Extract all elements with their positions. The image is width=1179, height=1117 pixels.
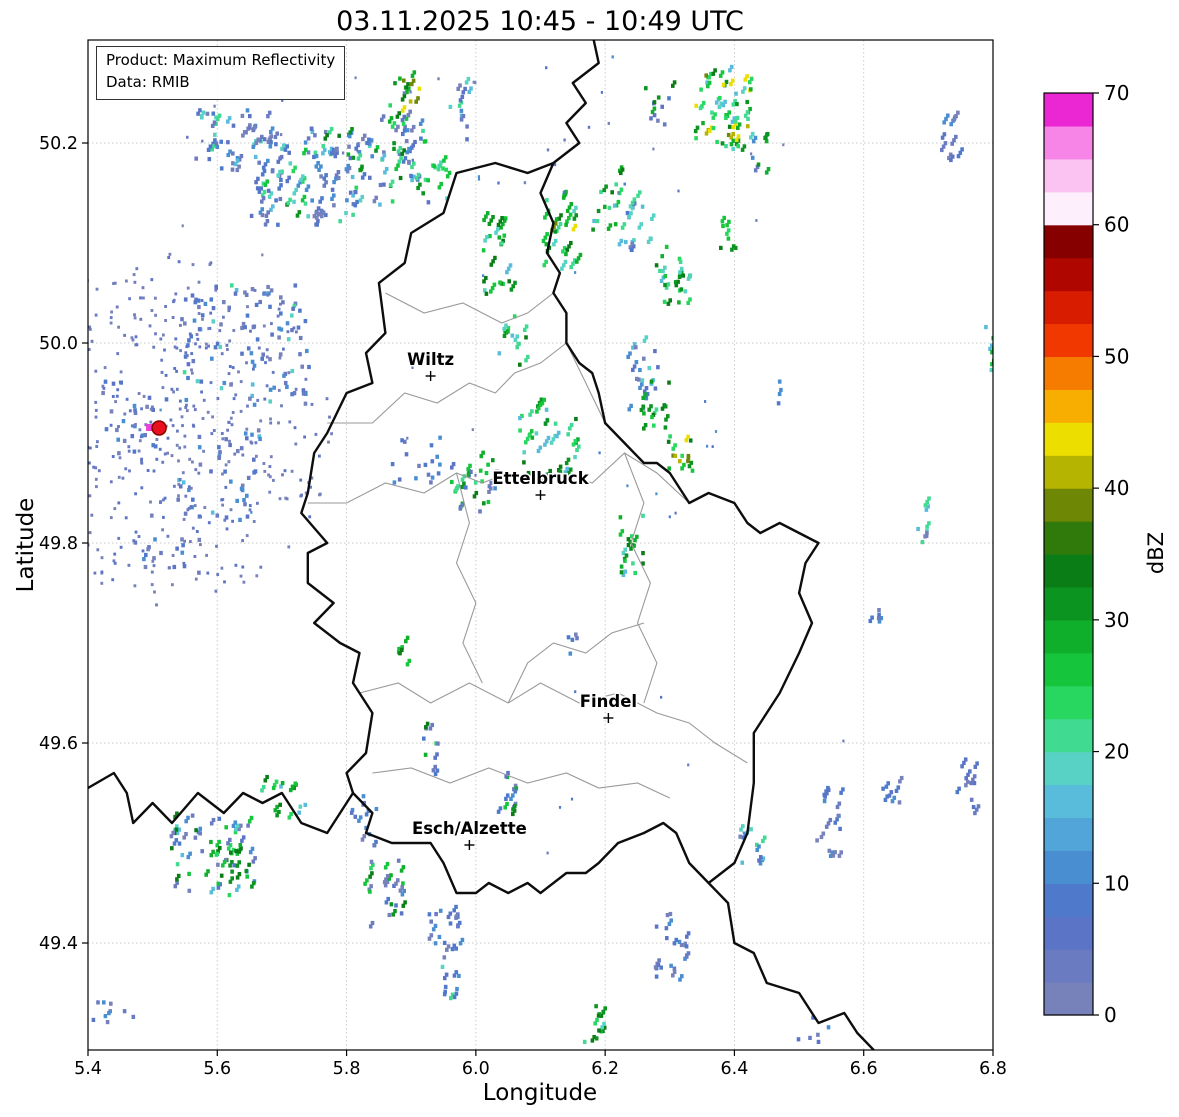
x-tick-label: 6.4 [721, 1059, 749, 1079]
colorbar-segment [1044, 158, 1093, 193]
colorbar-segment [1044, 586, 1093, 621]
colorbar-segment [1044, 224, 1093, 259]
y-tick-label: 50.2 [39, 134, 78, 154]
colorbar-segment [1044, 93, 1093, 127]
colorbar-segment [1044, 850, 1093, 884]
colorbar: 0 10 20 30 40 50 60 70 [1043, 81, 1129, 1027]
y-tick-label: 49.6 [39, 734, 78, 754]
city-label: Wiltz [407, 350, 454, 369]
colorbar-segment [1044, 685, 1093, 720]
city-label: Ettelbruck [492, 469, 589, 488]
x-tick-label: 5.8 [333, 1059, 361, 1079]
colorbar-segment [1044, 751, 1093, 786]
colorbar-segment [1044, 323, 1093, 358]
colorbar-segment [1044, 554, 1093, 588]
page-title: 03.11.2025 10:45 - 10:49 UTC [336, 6, 744, 37]
colorbar-tick-label: 50 [1104, 344, 1129, 368]
colorbar-segment [1044, 257, 1093, 292]
radar-echo-pixel [146, 424, 153, 431]
y-tick-label: 49.4 [39, 934, 78, 954]
echo-layer [88, 55, 993, 1044]
x-tick-label: 6.0 [462, 1059, 490, 1079]
colorbar-segment [1044, 982, 1093, 1016]
colorbar-label: dBZ [1144, 531, 1168, 575]
city-label: Esch/Alzette [412, 819, 527, 838]
plot-frame [87, 39, 994, 1051]
colorbar-segment [1044, 521, 1093, 555]
colorbar-segment [1044, 817, 1093, 851]
city-label: Findel [580, 692, 637, 711]
y-axis-label: Latitude [13, 497, 39, 593]
radar-site-marker [146, 420, 167, 436]
colorbar-tick-label: 60 [1104, 213, 1129, 237]
colorbar-tick-label: 30 [1104, 608, 1129, 632]
radar-site-dot [151, 420, 167, 436]
colorbar-tick-label: 40 [1104, 476, 1129, 500]
colorbar-segment [1044, 883, 1093, 917]
colorbar-segment [1044, 389, 1093, 423]
colorbar-segment [1044, 916, 1093, 950]
product-info-box: Product: Maximum Reflectivity Data: RMIB [96, 46, 346, 100]
product-info-line: Product: Maximum Reflectivity [106, 51, 336, 69]
colorbar-segment [1044, 784, 1093, 819]
colorbar-segment [1044, 949, 1093, 983]
data-source-line: Data: RMIB [106, 72, 190, 91]
colorbar-segment [1044, 652, 1093, 687]
x-tick-label: 6.2 [591, 1059, 619, 1079]
x-axis-label: Longitude [482, 1080, 598, 1106]
colorbar-tick-label: 0 [1104, 1003, 1117, 1027]
colorbar-segment [1044, 125, 1093, 160]
colorbar-tick-label: 20 [1104, 740, 1129, 764]
y-tick-label: 50.0 [39, 334, 78, 354]
x-axis-ticks: 5.4 5.6 5.8 6.0 6.2 6.4 6.6 6.8 [74, 1050, 1007, 1079]
x-tick-label: 5.6 [203, 1059, 231, 1079]
colorbar-segment [1044, 422, 1093, 456]
x-tick-label: 5.4 [74, 1059, 102, 1079]
colorbar-tick-label: 10 [1104, 871, 1129, 895]
x-tick-label: 6.8 [979, 1059, 1007, 1079]
y-tick-label: 49.8 [39, 534, 78, 554]
colorbar-segment [1044, 619, 1093, 654]
district-borders [307, 292, 748, 799]
colorbar-segment [1044, 488, 1093, 522]
colorbar-tick-label: 70 [1104, 81, 1129, 105]
country-borders [88, 40, 876, 1050]
y-axis-ticks: 49.4 49.6 49.8 50.0 50.2 [39, 134, 88, 954]
colorbar-segment [1044, 455, 1093, 489]
colorbar-segment [1044, 356, 1093, 390]
x-tick-label: 6.6 [850, 1059, 878, 1079]
colorbar-frame [1043, 92, 1094, 1016]
colorbar-segment [1044, 718, 1093, 753]
colorbar-segment [1044, 191, 1093, 226]
city-markers: Wiltz Ettelbruck Findel Esch/Alzette [406, 349, 639, 850]
colorbar-segment [1044, 290, 1093, 325]
